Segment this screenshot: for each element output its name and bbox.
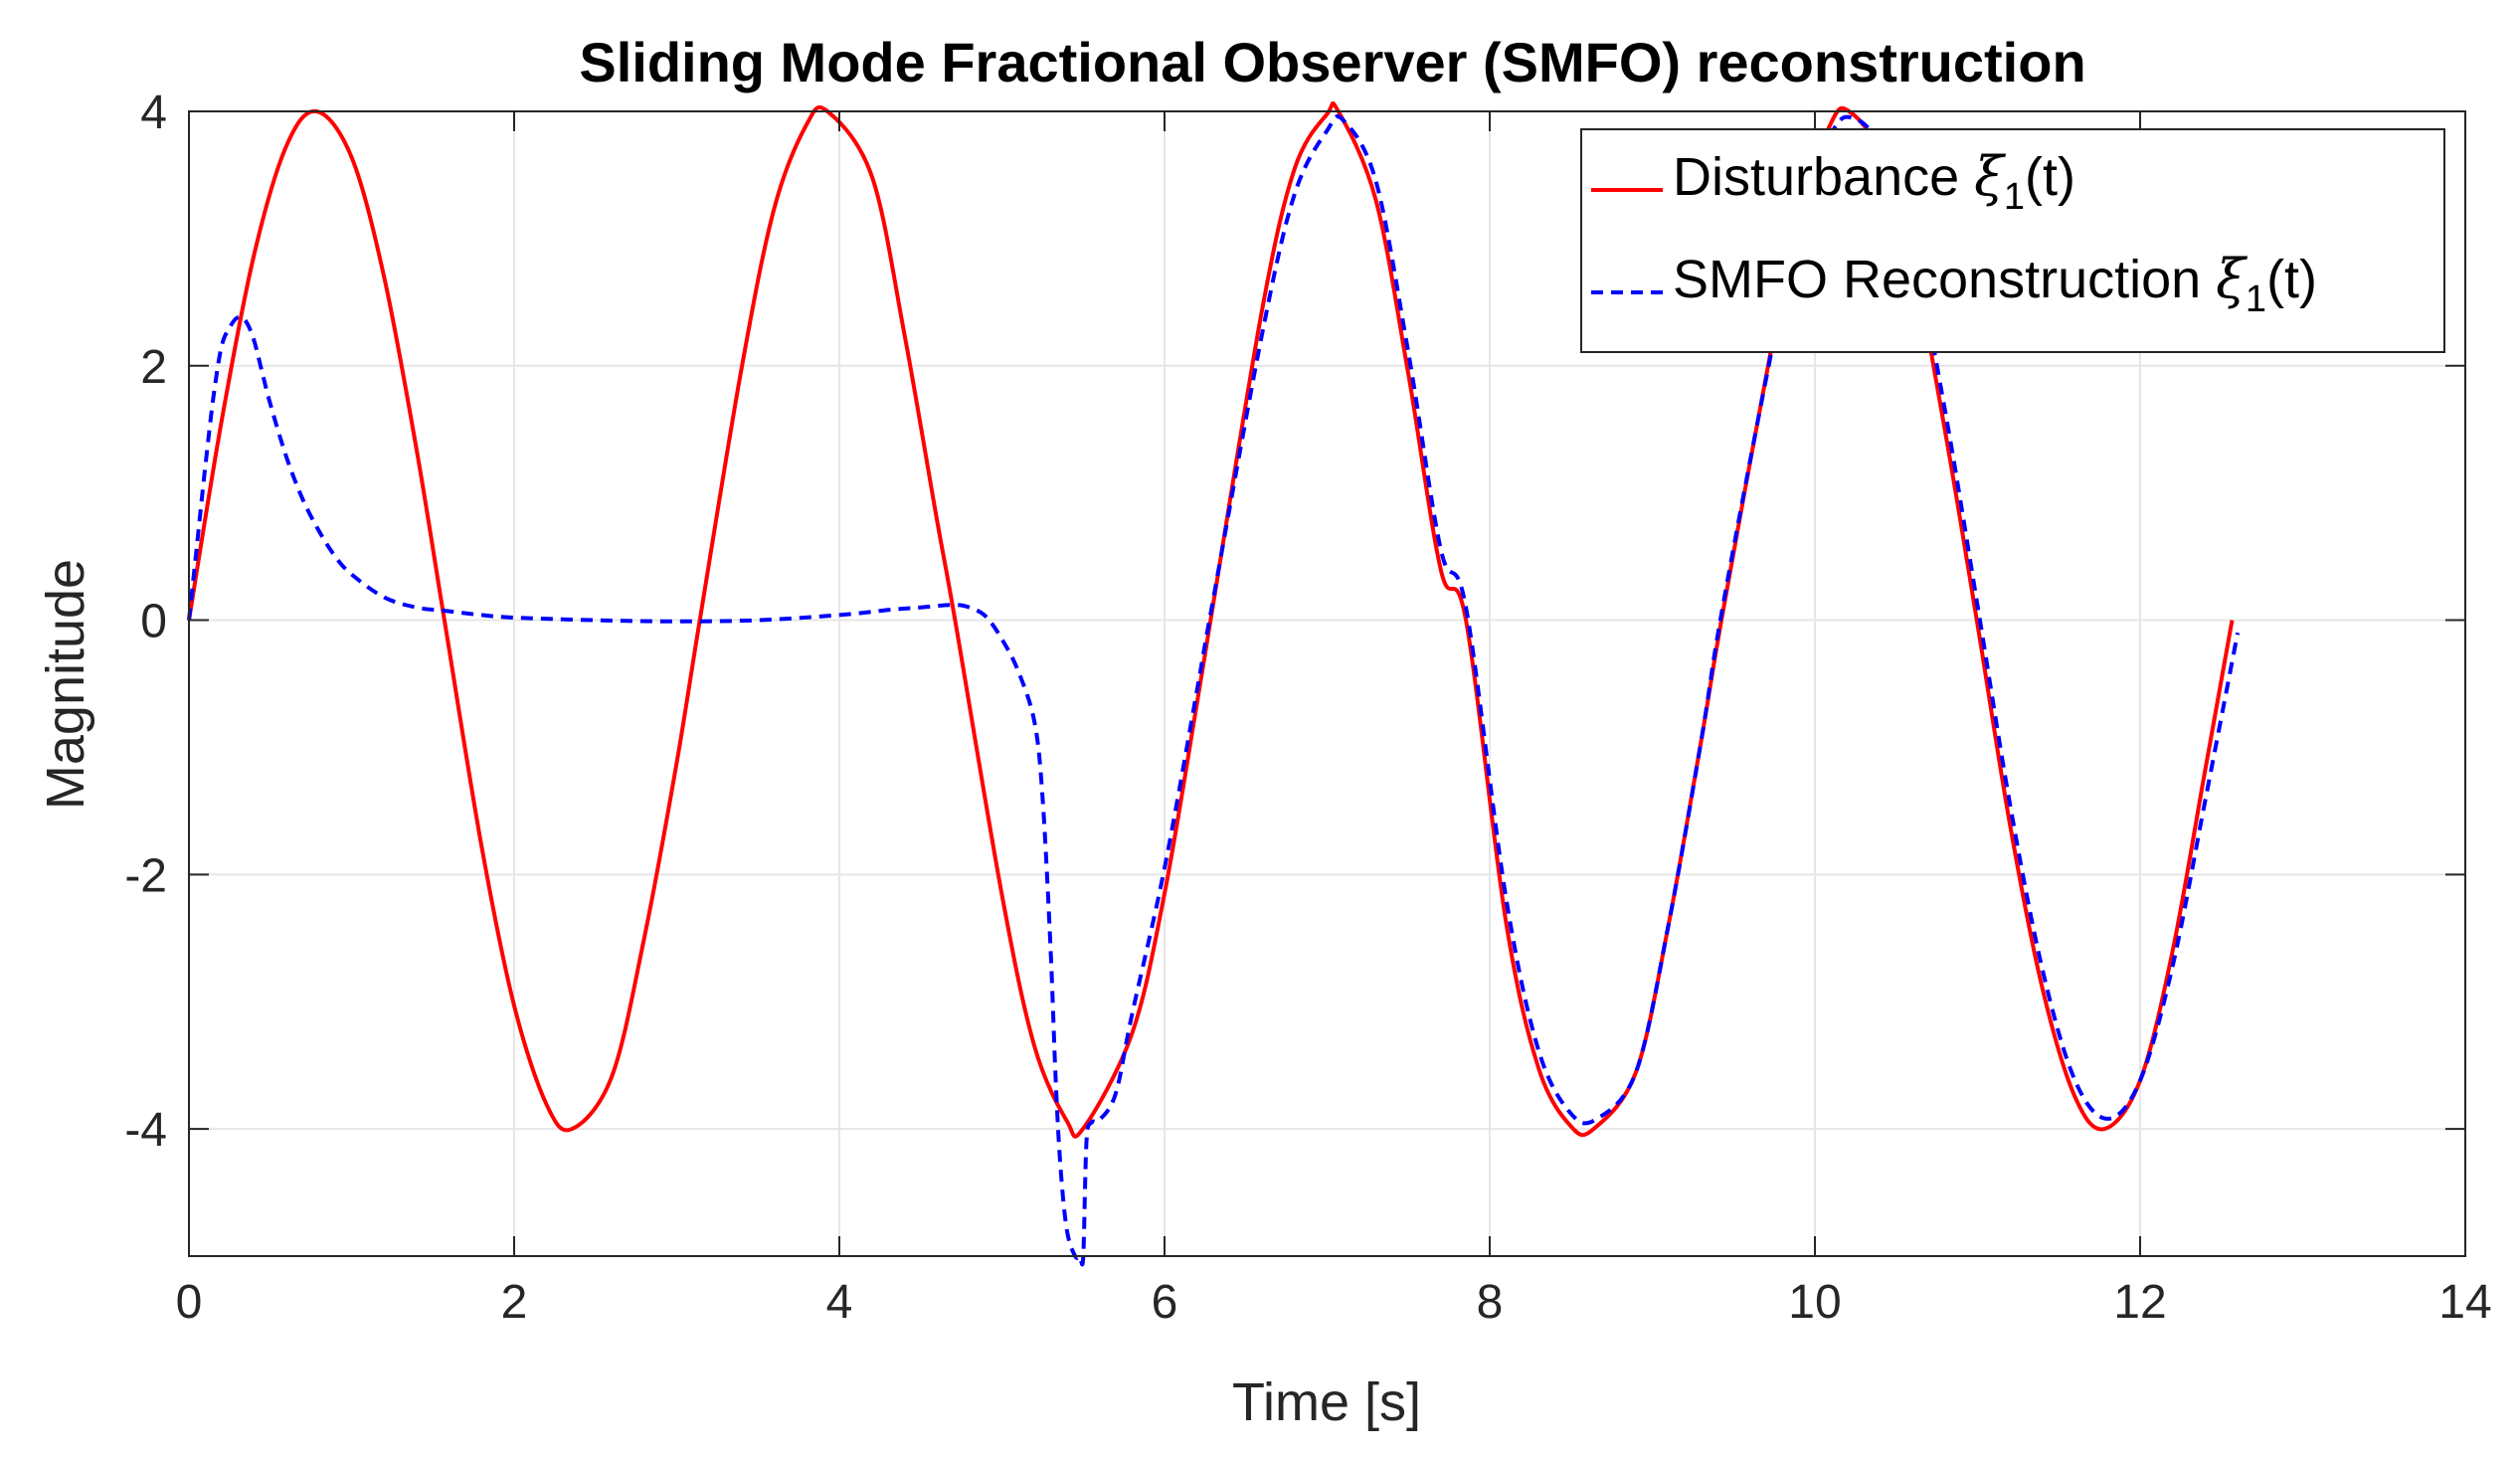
x-tick-label: 6 [1152,1276,1178,1329]
y-tick-label: 2 [140,341,167,394]
ticks: 0 2 4 6 8 10 12 14 -4 -2 0 2 4 [124,87,2491,1329]
x-axis-label: Time [s] [1232,1372,1421,1432]
x-tick-label: 10 [1788,1276,1841,1329]
y-axis-label: Magnitude [36,559,95,810]
chart-title: Sliding Mode Fractional Observer (SMFO) … [579,31,2085,93]
axes-box [188,110,2466,1257]
legend-label-smfo: SMFO Reconstruction ξ1(t) [1673,248,2317,320]
x-tick-label: 14 [2438,1276,2491,1329]
series-smfo-line [187,114,2241,1267]
y-tick-label: -2 [124,849,167,902]
x-tick-label: 0 [176,1276,203,1329]
x-tick-label: 2 [501,1276,528,1329]
legend-symbol-disturbance: ξ [1974,145,2006,208]
x-tick-label: 4 [826,1276,853,1329]
legend-prefix-disturbance: Disturbance [1673,147,1974,207]
legend-prefix-smfo: SMFO Reconstruction [1673,250,2216,309]
x-tick-label: 8 [1477,1276,1504,1329]
legend-suffix-disturbance: (t) [2025,147,2075,207]
legend: Disturbance ξ1(t) SMFO Reconstruction ξ1… [1580,128,2445,353]
legend-subscript-smfo: 1 [2246,278,2266,320]
y-tick-label: -4 [124,1104,167,1157]
legend-label-disturbance: Disturbance ξ1(t) [1673,145,2075,218]
legend-suffix-smfo: (t) [2266,250,2317,309]
y-tick-label: 4 [140,87,167,139]
legend-symbol-smfo: ξ [2216,248,2248,310]
legend-subscript-disturbance: 1 [2004,176,2025,218]
y-tick-label: 0 [140,596,167,648]
x-tick-label: 12 [2113,1276,2166,1329]
legend-box [1580,128,2445,353]
